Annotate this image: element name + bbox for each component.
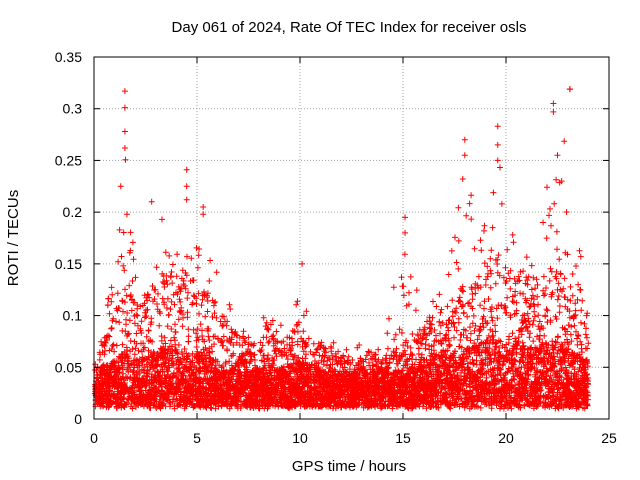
outlier-point [554,152,561,159]
outlier-point [494,141,501,148]
x-axis-title: GPS time / hours [292,458,406,475]
outlier-point [540,219,547,226]
outlier-point [183,166,190,173]
x-tick-label: 20 [498,430,514,446]
x-tick-label: 5 [193,430,201,446]
y-tick-label: 0.35 [55,49,82,65]
y-tick-label: 0.1 [63,308,83,324]
outlier-point [402,229,409,236]
outlier-point [461,136,468,143]
outlier-point [183,183,190,190]
outlier-point [117,183,124,190]
outlier-point [566,86,573,93]
outlier-point [123,211,130,218]
outlier-point [158,216,165,223]
outlier-point [459,176,466,183]
x-tick-label: 0 [90,430,98,446]
y-tick-label: 0.25 [55,152,82,168]
outlier-point [121,104,128,111]
outlier-point [183,196,190,203]
scatter-markers [91,138,592,412]
outlier-point [299,260,306,267]
y-axis-title: ROTI / TECUs [5,190,22,286]
plot-frame [93,56,610,420]
outlier-point [494,157,501,164]
outlier-point [494,123,501,130]
x-tick-label: 25 [601,430,617,446]
y-tick-label: 0.2 [63,204,83,220]
outlier-point [558,178,565,185]
outlier-point [550,108,557,115]
outlier-point [121,88,128,95]
outlier-point [121,145,128,152]
y-tick-label: 0.15 [55,256,82,272]
x-tick-label: 15 [395,430,411,446]
y-tick-label: 0.05 [55,359,82,375]
outlier-point [402,214,409,221]
outlier-point [200,203,207,210]
data-points [91,86,592,412]
outlier-point [461,152,468,159]
outlier-point [148,198,155,205]
outlier-point [550,100,557,107]
outlier-point [121,128,128,135]
axes: 0 0.05 0.1 0.15 0.2 0.25 0.3 0.35 0 5 10 15 20 25 [55,49,617,446]
x-tick-label: 10 [292,430,308,446]
y-tick-label: 0 [74,411,82,427]
outlier-point [200,211,207,218]
chart-title: Day 061 of 2024, Rate Of TEC Index for r… [172,19,527,36]
y-tick-label: 0.3 [63,101,83,117]
outlier-point [498,200,505,207]
